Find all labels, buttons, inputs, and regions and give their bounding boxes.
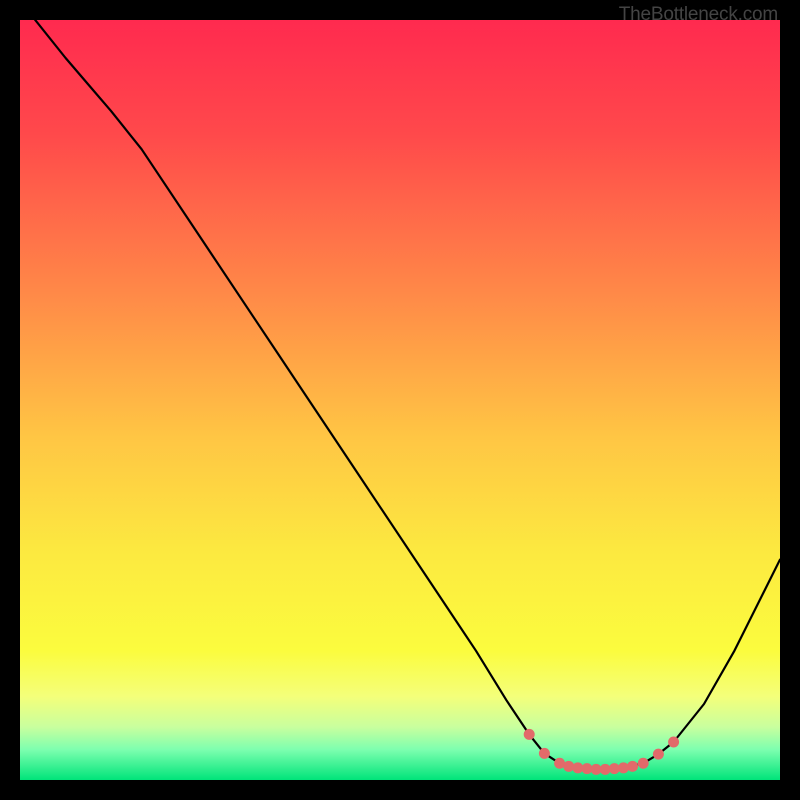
marker-dot <box>524 729 535 740</box>
gradient-background <box>20 20 780 780</box>
marker-dot <box>668 737 679 748</box>
marker-dot <box>638 758 649 769</box>
marker-dot <box>653 749 664 760</box>
marker-dot <box>627 761 638 772</box>
plot-svg <box>20 20 780 780</box>
plot-area <box>20 20 780 780</box>
chart-frame: TheBottleneck.com <box>0 0 800 800</box>
marker-dot <box>539 748 550 759</box>
